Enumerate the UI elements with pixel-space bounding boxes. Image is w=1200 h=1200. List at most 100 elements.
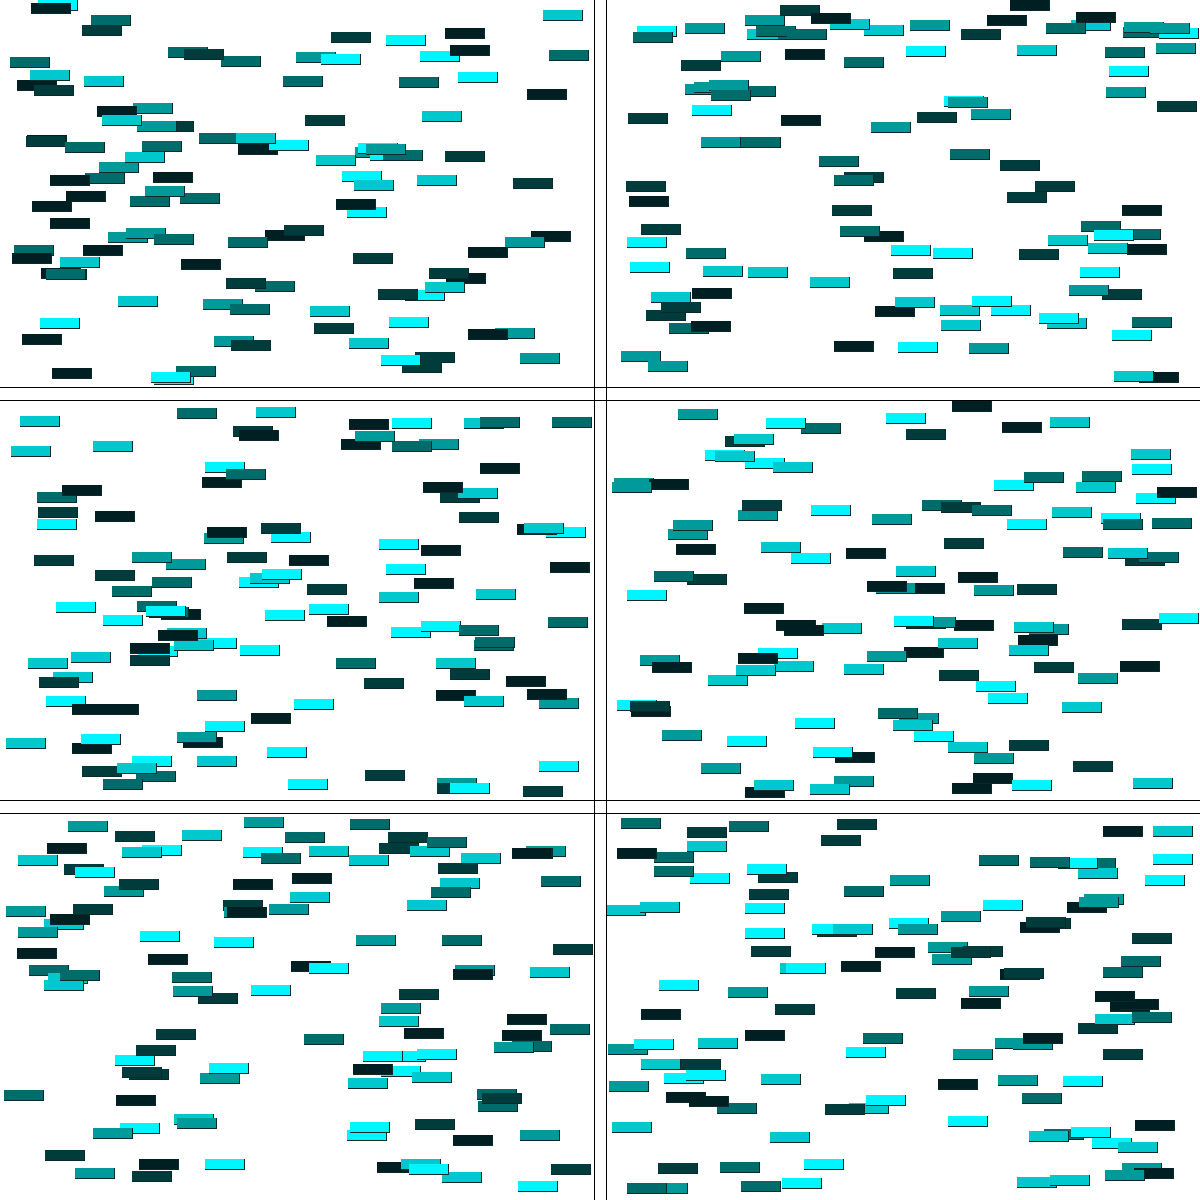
brick bbox=[82, 766, 122, 777]
brick bbox=[132, 1171, 172, 1182]
brick bbox=[933, 248, 973, 259]
brick bbox=[701, 137, 741, 148]
brick bbox=[84, 76, 124, 87]
brick bbox=[780, 5, 820, 16]
brick bbox=[75, 867, 115, 878]
brick bbox=[1030, 857, 1070, 868]
brick bbox=[775, 1004, 815, 1015]
brick bbox=[381, 1066, 421, 1077]
brick bbox=[350, 1122, 390, 1133]
brick bbox=[283, 76, 323, 87]
brick bbox=[205, 721, 245, 732]
brick bbox=[692, 105, 732, 116]
brick bbox=[541, 876, 581, 887]
brick bbox=[166, 559, 206, 570]
brick bbox=[974, 585, 1014, 596]
brick bbox=[39, 677, 79, 688]
brick bbox=[774, 661, 814, 672]
brick bbox=[810, 784, 850, 795]
brick bbox=[251, 713, 291, 724]
brick bbox=[1014, 622, 1054, 633]
brick bbox=[417, 1049, 457, 1060]
brick bbox=[830, 19, 870, 30]
brick bbox=[906, 46, 946, 57]
brick bbox=[1127, 244, 1167, 255]
brick bbox=[269, 140, 309, 151]
brick bbox=[445, 28, 485, 39]
brick bbox=[476, 589, 516, 600]
brick bbox=[969, 986, 1009, 997]
brick bbox=[621, 818, 661, 829]
brick bbox=[309, 604, 349, 615]
brick bbox=[402, 362, 442, 373]
brick bbox=[1039, 313, 1079, 324]
brick bbox=[321, 54, 361, 65]
brick bbox=[420, 51, 460, 62]
brick bbox=[71, 652, 111, 663]
brick bbox=[52, 368, 92, 379]
brick bbox=[811, 505, 851, 516]
brick bbox=[736, 665, 776, 676]
brick bbox=[95, 570, 135, 581]
brick bbox=[819, 156, 859, 167]
brick bbox=[227, 552, 267, 563]
brick bbox=[46, 696, 86, 707]
brick bbox=[122, 847, 162, 858]
brick bbox=[896, 988, 936, 999]
brick bbox=[1153, 826, 1193, 837]
brick bbox=[832, 205, 872, 216]
brick bbox=[419, 439, 459, 450]
brick bbox=[122, 1067, 162, 1078]
brick bbox=[1007, 519, 1047, 530]
brick bbox=[890, 875, 930, 886]
brick bbox=[115, 1055, 155, 1066]
divider-line bbox=[594, 0, 595, 1200]
brick bbox=[539, 698, 579, 709]
brick bbox=[648, 1183, 688, 1194]
brick bbox=[641, 1059, 681, 1070]
brick bbox=[979, 855, 1019, 866]
brick bbox=[348, 1078, 388, 1089]
brick bbox=[50, 218, 90, 229]
brick bbox=[690, 873, 730, 884]
brick bbox=[813, 747, 853, 758]
brick bbox=[875, 947, 915, 958]
brick bbox=[686, 248, 726, 259]
brick bbox=[728, 987, 768, 998]
brick bbox=[93, 1128, 133, 1139]
brick bbox=[207, 527, 247, 538]
brick bbox=[867, 581, 907, 592]
brick bbox=[841, 961, 881, 972]
brick bbox=[1114, 371, 1154, 382]
brick bbox=[173, 986, 213, 997]
brick bbox=[244, 817, 284, 828]
brick bbox=[239, 430, 279, 441]
brick bbox=[1106, 87, 1146, 98]
brick bbox=[130, 196, 170, 207]
brick bbox=[421, 621, 461, 632]
brick bbox=[958, 572, 998, 583]
brick bbox=[687, 827, 727, 838]
panel-bottom-right bbox=[606, 813, 1200, 1200]
brick bbox=[782, 1178, 822, 1189]
brick bbox=[379, 539, 419, 550]
brick bbox=[17, 948, 57, 959]
brick bbox=[1004, 968, 1044, 979]
brick bbox=[1079, 897, 1119, 908]
brick bbox=[801, 423, 841, 434]
brick bbox=[422, 111, 462, 122]
brick bbox=[1108, 548, 1148, 559]
brick bbox=[181, 259, 221, 270]
brick bbox=[846, 548, 886, 559]
brick bbox=[228, 237, 268, 248]
brick bbox=[18, 855, 58, 866]
brick bbox=[1088, 243, 1128, 254]
brick bbox=[834, 776, 874, 787]
brick bbox=[137, 121, 177, 132]
brick bbox=[381, 1003, 421, 1014]
brick bbox=[941, 911, 981, 922]
brick bbox=[738, 510, 778, 521]
brick bbox=[11, 446, 51, 457]
brick bbox=[523, 786, 563, 797]
brick bbox=[530, 967, 570, 978]
